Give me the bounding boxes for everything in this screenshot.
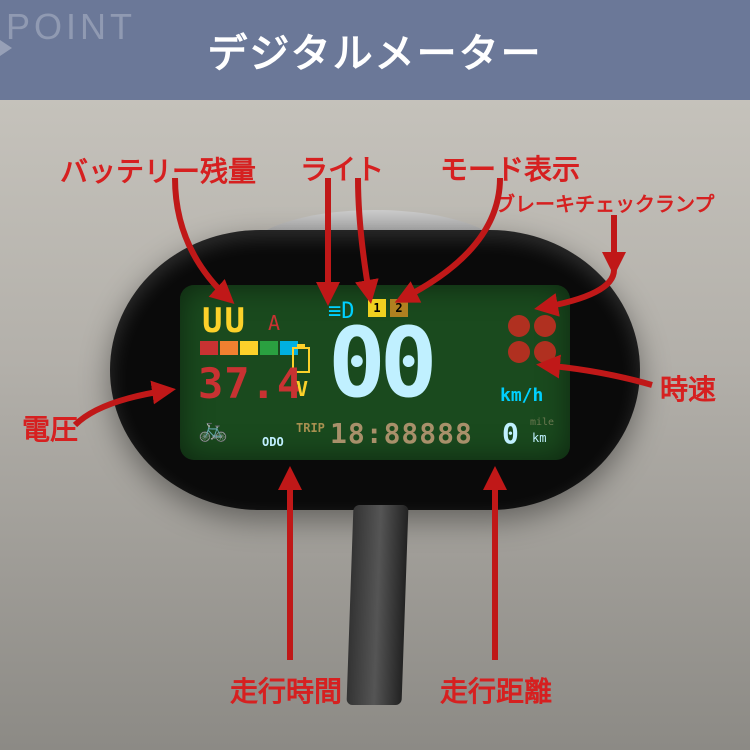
amps-unit: A xyxy=(268,311,280,335)
meter-stem xyxy=(347,505,409,705)
point-watermark: POINT xyxy=(0,0,136,48)
gauge-seg xyxy=(200,341,218,355)
mile-label: mile xyxy=(530,417,554,428)
speed-value: 00 xyxy=(328,315,432,411)
gauge-seg xyxy=(260,341,278,355)
label-distance: 走行距離 xyxy=(440,670,552,710)
page-title: デジタルメーター xyxy=(207,21,542,79)
label-triptime: 走行時間 xyxy=(230,670,342,710)
point-triangle-icon xyxy=(0,40,12,56)
gauge-seg xyxy=(220,341,238,355)
label-voltage: 電圧 xyxy=(22,408,78,448)
label-mode: モード表示 xyxy=(440,148,580,188)
speed-unit: km/h xyxy=(500,385,543,406)
distance-unit: km xyxy=(532,431,546,445)
brake-check-lamp xyxy=(508,315,556,363)
photo-area: UU A 37.4 V ≡D 1 2 00 km/h 🚲 xyxy=(0,100,750,750)
label-battery: バッテリー残量 xyxy=(60,150,256,190)
voltage-unit: V xyxy=(296,377,308,401)
gauge-seg xyxy=(240,341,258,355)
rider-icon: 🚲 xyxy=(198,415,228,443)
trip-label: TRIP xyxy=(296,421,325,435)
voltage-value: 37.4 xyxy=(198,359,303,408)
label-speed: 時速 xyxy=(660,368,716,408)
odo-label: ODO xyxy=(262,435,284,449)
header-bar: POINT デジタルメーター xyxy=(0,0,750,100)
amps-value: UU xyxy=(202,301,247,341)
distance-value: 0 xyxy=(502,417,519,450)
meter-housing: UU A 37.4 V ≡D 1 2 00 km/h 🚲 xyxy=(110,230,640,510)
label-brake: ブレーキチェックランプ xyxy=(495,188,714,217)
lcd-screen: UU A 37.4 V ≡D 1 2 00 km/h 🚲 xyxy=(180,285,570,460)
label-light: ライト xyxy=(300,148,384,188)
battery-gauge xyxy=(200,341,298,355)
trip-time-value: 18:88888 xyxy=(330,417,473,450)
